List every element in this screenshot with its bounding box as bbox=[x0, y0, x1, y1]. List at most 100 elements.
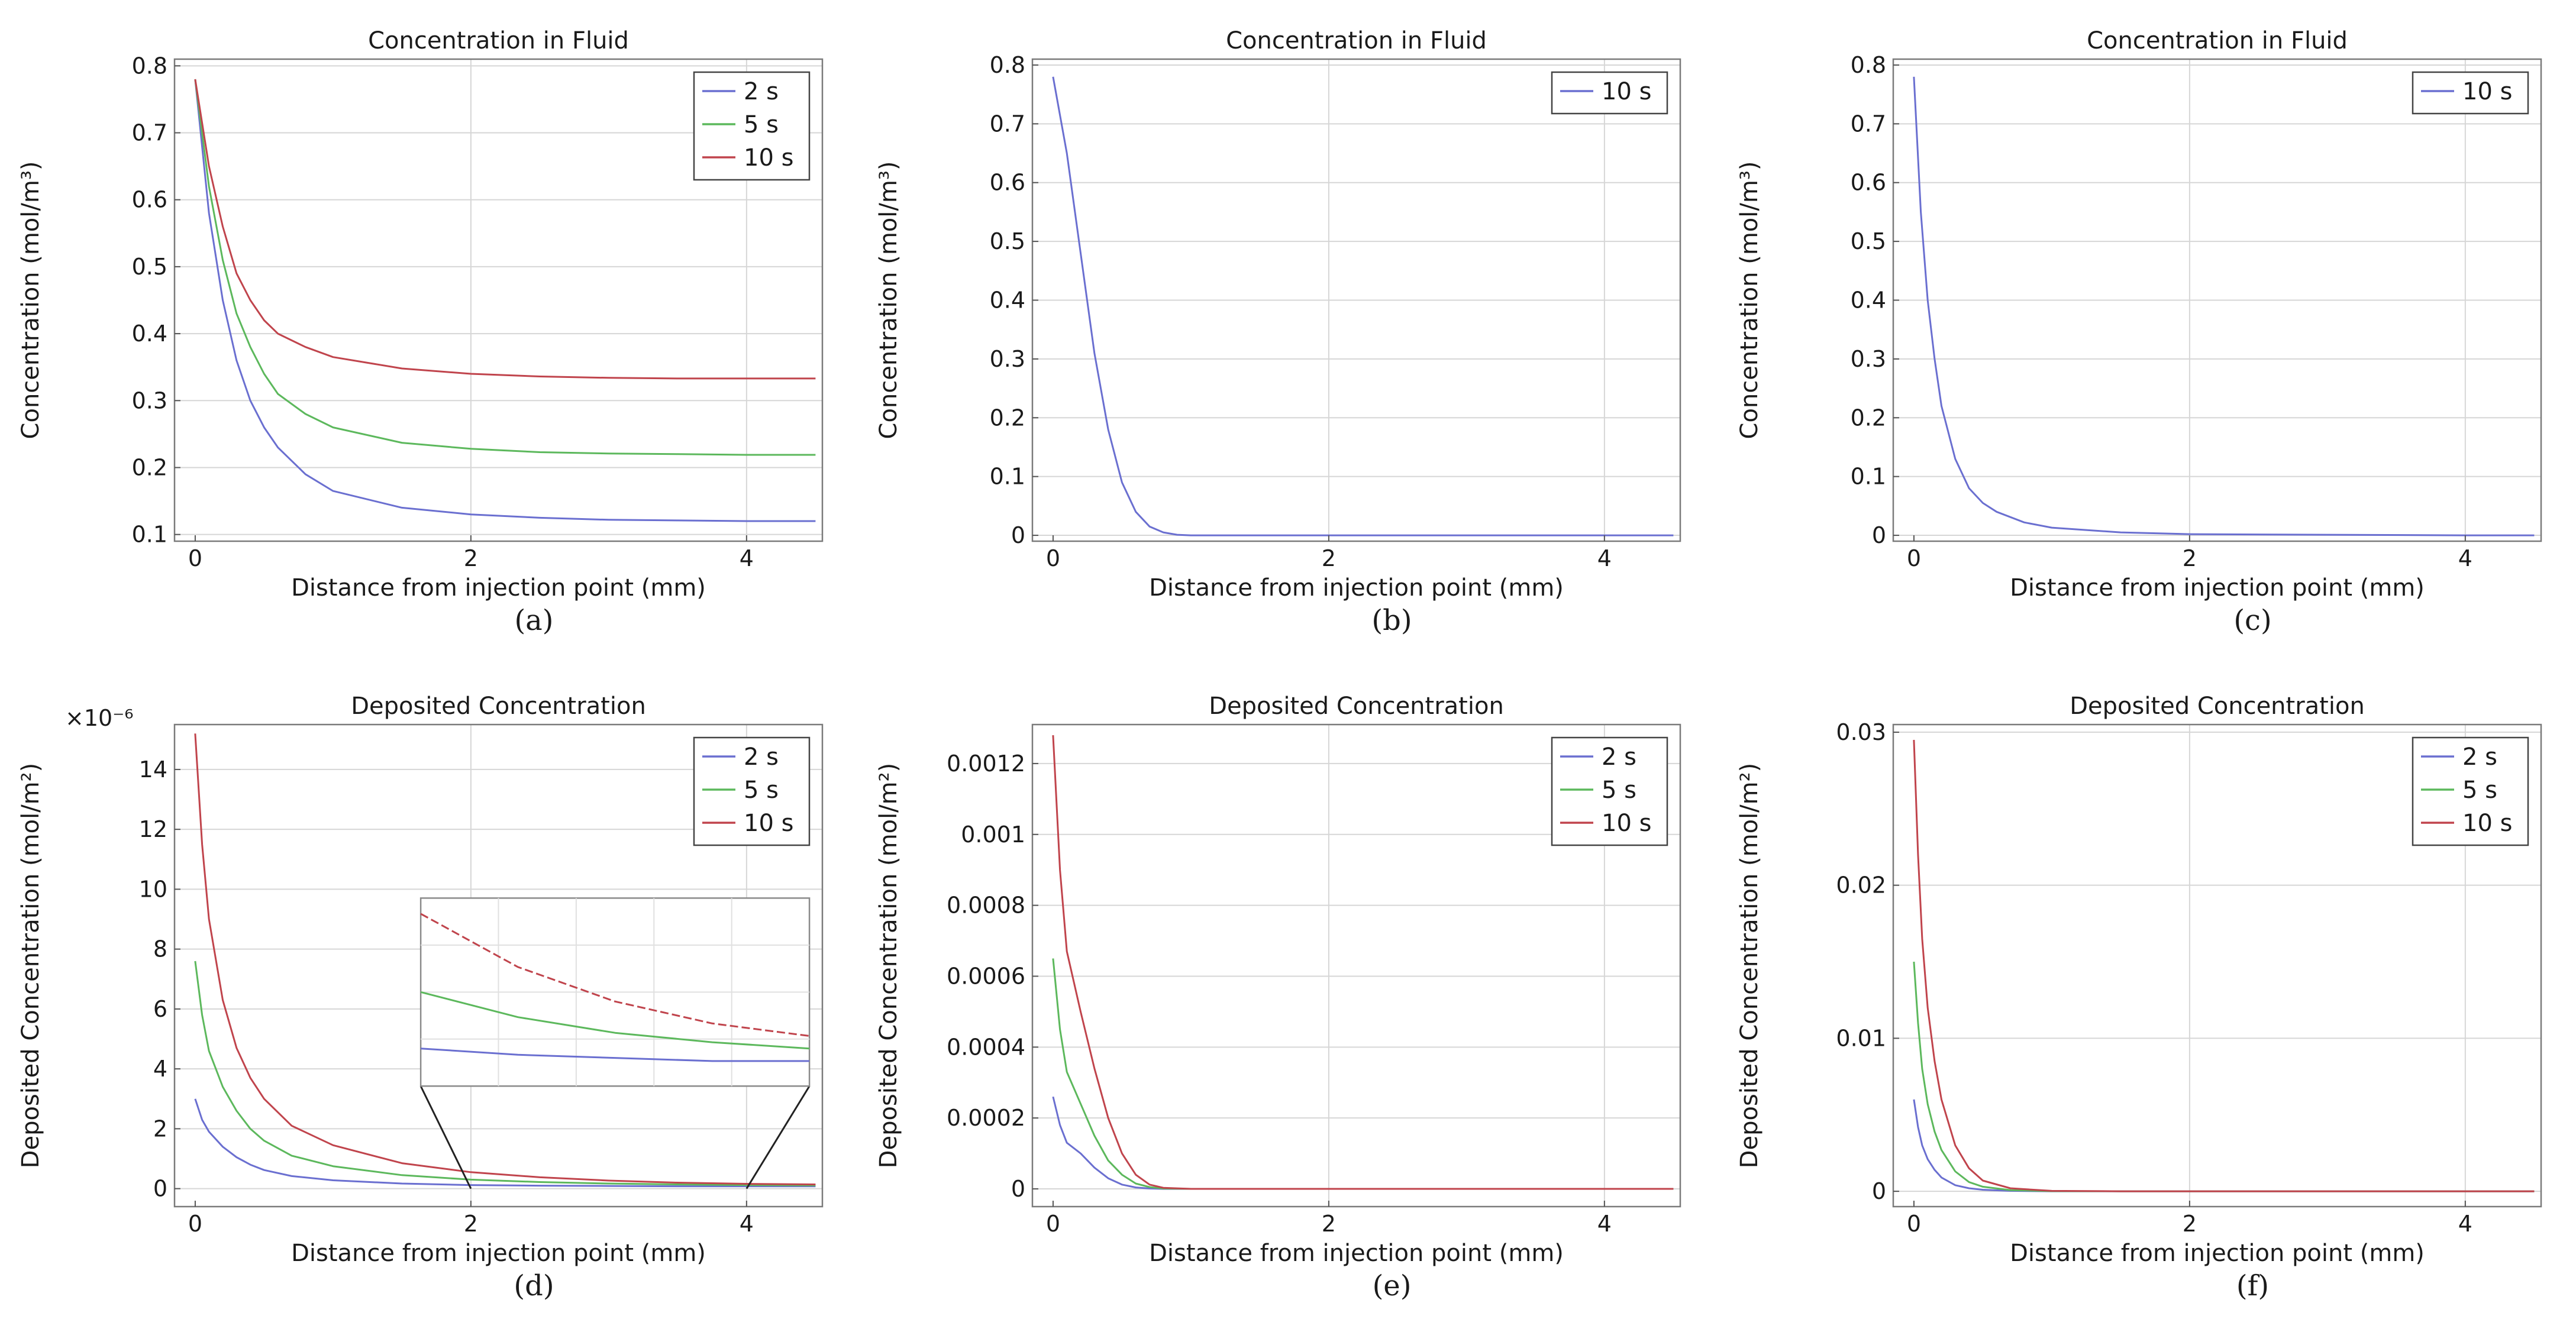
y-tick-label-f-3: 0.03 bbox=[1836, 719, 1886, 745]
y-axis-label-b: Concentration (mol/m³) bbox=[875, 161, 902, 439]
series-line-a-2s bbox=[194, 79, 816, 522]
y-tick-label-b-1: 0.1 bbox=[990, 464, 1025, 490]
x-axis-label-f: Distance from injection point (mm) bbox=[2010, 1240, 2425, 1267]
plot-frame-f bbox=[1892, 723, 2542, 1208]
y-axis-label-a: Concentration (mol/m³) bbox=[17, 161, 44, 439]
chart-title-c: Concentration in Fluid bbox=[2087, 27, 2348, 54]
y-tick-label-e-2: 0.0004 bbox=[947, 1034, 1025, 1060]
y-tick-label-a-5: 0.6 bbox=[132, 187, 167, 213]
x-tick-label-c-1: 2 bbox=[2183, 545, 2197, 571]
y-tick-label-c-1: 0.1 bbox=[1851, 464, 1886, 490]
y-tick-label-e-6: 0.0012 bbox=[947, 751, 1025, 777]
chart-panel-f: 0 2 4 0 0.01 0.02 0.03 Deposited Concentration D… bbox=[1736, 693, 2542, 1302]
x-tick-label-f-2: 4 bbox=[2458, 1211, 2472, 1237]
legend-entry-d-2: 10 s bbox=[744, 810, 793, 837]
x-tick-label-a-1: 2 bbox=[464, 545, 478, 571]
legend-entry-a-0: 2 s bbox=[744, 78, 779, 105]
legend-entry-f-2: 10 s bbox=[2462, 810, 2512, 837]
y-axis-label-e: Deposited Concentration (mol/m²) bbox=[875, 763, 902, 1169]
y-multiplier-d: ×10⁻⁶ bbox=[65, 705, 133, 731]
y-tick-label-a-4: 0.5 bbox=[132, 254, 167, 280]
y-axis-label-d: Deposited Concentration (mol/m²) bbox=[17, 763, 44, 1169]
y-tick-label-b-2: 0.2 bbox=[990, 405, 1025, 431]
x-axis-label-d: Distance from injection point (mm) bbox=[291, 1240, 706, 1267]
panel-label-f: (f) bbox=[2236, 1269, 2269, 1302]
chart-panel-b: 0 2 4 0 0.1 0.2 0.3 0.4 0.5 0.6 0.7 0.8 Concentratio… bbox=[875, 27, 1681, 637]
y-tick-label-c-4: 0.4 bbox=[1851, 287, 1886, 313]
y-tick-label-e-1: 0.0002 bbox=[947, 1105, 1025, 1131]
x-tick-label-c-0: 0 bbox=[1907, 545, 1921, 571]
legend-box-c bbox=[2412, 71, 2529, 115]
x-tick-label-a-2: 4 bbox=[740, 545, 754, 571]
inset-series-line-10s bbox=[420, 913, 810, 1037]
y-tick-label-d-5: 10 bbox=[139, 876, 167, 902]
legend-box-b bbox=[1551, 71, 1668, 115]
y-tick-label-f-0: 0 bbox=[1872, 1178, 1886, 1204]
panel-label-b: (b) bbox=[1371, 604, 1412, 637]
chart-title-f: Deposited Concentration bbox=[2070, 693, 2365, 720]
plot-frame-e bbox=[1031, 723, 1681, 1208]
chart-title-a: Concentration in Fluid bbox=[368, 27, 629, 54]
legend-entry-c-0: 10 s bbox=[2462, 78, 2512, 105]
y-tick-label-c-7: 0.7 bbox=[1851, 111, 1886, 137]
series-line-b-10s bbox=[1052, 76, 1674, 536]
y-tick-label-d-7: 14 bbox=[139, 756, 167, 783]
y-tick-label-f-1: 0.01 bbox=[1836, 1025, 1886, 1051]
series-line-d-10s bbox=[194, 733, 816, 1185]
y-tick-label-d-2: 4 bbox=[153, 1056, 167, 1082]
y-tick-label-a-7: 0.8 bbox=[132, 53, 167, 79]
legend-e: 2 s 5 s 10 s bbox=[1551, 736, 1668, 846]
chart-title-d: Deposited Concentration bbox=[351, 693, 646, 720]
x-tick-label-d-2: 4 bbox=[740, 1211, 754, 1237]
plot-frame-d bbox=[173, 723, 824, 1208]
series-line-f-10s bbox=[1913, 739, 2535, 1192]
y-tick-label-a-0: 0.1 bbox=[132, 522, 167, 548]
x-tick-label-f-1: 2 bbox=[2183, 1211, 2197, 1237]
legend-entry-a-2: 10 s bbox=[744, 144, 793, 172]
legend-d: 2 s 5 s 10 s bbox=[693, 736, 811, 846]
y-tick-label-b-3: 0.3 bbox=[990, 346, 1025, 372]
x-tick-label-e-2: 4 bbox=[1597, 1211, 1612, 1237]
y-tick-label-e-0: 0 bbox=[1011, 1176, 1025, 1202]
x-tick-label-e-1: 2 bbox=[1322, 1211, 1336, 1237]
y-tick-label-b-0: 0 bbox=[1011, 522, 1025, 548]
panel-label-d: (d) bbox=[514, 1269, 554, 1302]
series-line-d-5s bbox=[194, 961, 816, 1186]
legend-entry-e-1: 5 s bbox=[1602, 777, 1636, 804]
x-axis-label-b: Distance from injection point (mm) bbox=[1149, 574, 1564, 602]
series-line-a-5s bbox=[194, 79, 816, 456]
y-tick-label-a-3: 0.4 bbox=[132, 321, 167, 347]
y-tick-label-c-5: 0.5 bbox=[1851, 228, 1886, 254]
y-tick-label-e-3: 0.0006 bbox=[947, 963, 1025, 989]
inset-connector-left bbox=[419, 1085, 472, 1189]
legend-entry-a-1: 5 s bbox=[744, 111, 779, 138]
inset-series-line-2s bbox=[421, 1048, 810, 1062]
inset-series-line-5s bbox=[420, 991, 810, 1050]
legend-f: 2 s 5 s 10 s bbox=[2412, 736, 2529, 846]
y-tick-label-e-5: 0.001 bbox=[961, 822, 1025, 848]
y-tick-label-d-0: 0 bbox=[153, 1176, 167, 1202]
chart-panel-e: 0 2 4 0 0.0002 0.0004 0.0006 0.0008 0.001 0.0012 D… bbox=[875, 693, 1681, 1302]
series-line-c-10s bbox=[1913, 76, 2535, 536]
series-line-a-10s bbox=[194, 79, 816, 380]
y-tick-label-b-7: 0.7 bbox=[990, 111, 1025, 137]
y-tick-label-a-1: 0.2 bbox=[132, 454, 167, 480]
legend-entry-f-1: 5 s bbox=[2462, 777, 2497, 804]
chart-panel-c: 0 2 4 0 0.1 0.2 0.3 0.4 0.5 0.6 0.7 0.8 Concentratio… bbox=[1736, 27, 2542, 637]
y-tick-label-d-3: 6 bbox=[153, 996, 167, 1022]
chart-panel-a: 0 2 4 0.1 0.2 0.3 0.4 0.5 0.6 0.7 0.8 Concentration… bbox=[17, 27, 824, 637]
y-tick-label-c-3: 0.3 bbox=[1851, 346, 1886, 372]
y-tick-label-b-8: 0.8 bbox=[990, 52, 1025, 78]
series-line-d-2s bbox=[194, 1098, 816, 1188]
x-tick-label-b-2: 4 bbox=[1597, 545, 1612, 571]
panel-label-a: (a) bbox=[514, 604, 553, 637]
y-tick-label-d-6: 12 bbox=[139, 816, 167, 842]
y-tick-label-b-4: 0.4 bbox=[990, 287, 1025, 313]
x-axis-label-e: Distance from injection point (mm) bbox=[1149, 1240, 1564, 1267]
plot-frame-a bbox=[173, 58, 824, 542]
chart-title-b: Concentration in Fluid bbox=[1226, 27, 1487, 54]
y-tick-label-c-8: 0.8 bbox=[1851, 52, 1886, 78]
y-tick-label-b-5: 0.5 bbox=[990, 228, 1025, 254]
chart-title-e: Deposited Concentration bbox=[1209, 693, 1504, 720]
